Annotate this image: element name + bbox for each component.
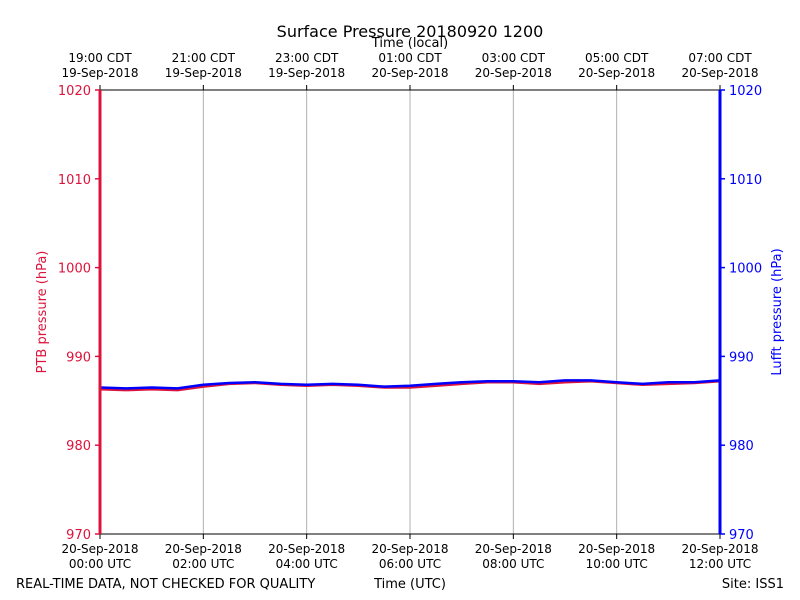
site-label: Site: ISS1 (722, 577, 784, 592)
left-y-tick-label: 970 (66, 528, 91, 543)
top-tick-label: 07:00 CDT (688, 51, 752, 65)
right-y-axis-label: Lufft pressure (hPa) (770, 248, 785, 375)
x-axis-label: Time (UTC) (373, 577, 446, 592)
right-y-tick-label: 970 (729, 528, 754, 543)
left-y-axis-label: PTB pressure (hPa) (35, 251, 50, 374)
data-quality-disclaimer: REAL-TIME DATA, NOT CHECKED FOR QUALITY (16, 577, 315, 592)
chart-title: Surface Pressure 20180920 1200 (277, 22, 544, 41)
x-tick-label: 00:00 UTC (69, 557, 131, 571)
right-y-tick-label: 990 (729, 350, 754, 365)
right-y-tick-label: 1000 (729, 262, 762, 277)
x-tick-label: 08:00 UTC (482, 557, 544, 571)
top-tick-label: 20-Sep-2018 (681, 66, 758, 80)
x-tick-label: 20-Sep-2018 (475, 542, 552, 556)
x-tick-label: 04:00 UTC (276, 557, 338, 571)
x-tick-label: 06:00 UTC (379, 557, 441, 571)
top-axis-label: Time (local) (371, 36, 448, 51)
right-y-tick-label: 1010 (729, 173, 762, 188)
x-tick-label: 20-Sep-2018 (578, 542, 655, 556)
top-tick-label: 19-Sep-2018 (165, 66, 242, 80)
lufft-pressure-line (98, 379, 722, 390)
grid-lines (202, 90, 618, 534)
series-layer (98, 379, 722, 392)
top-tick-label: 20-Sep-2018 (578, 66, 655, 80)
x-tick-label: 20-Sep-2018 (165, 542, 242, 556)
top-tick-label: 19-Sep-2018 (268, 66, 345, 80)
top-tick-label: 05:00 CDT (585, 51, 649, 65)
x-tick-label: 20-Sep-2018 (268, 542, 345, 556)
left-y-tick-label: 1010 (58, 173, 91, 188)
left-y-tick-label: 1000 (58, 262, 91, 277)
right-y-tick-label: 1020 (729, 84, 762, 99)
x-tick-label: 12:00 UTC (689, 557, 751, 571)
x-tick-label: 20-Sep-2018 (371, 542, 448, 556)
left-y-tick-label: 1020 (58, 84, 91, 99)
right-y-tick-label: 980 (729, 439, 754, 454)
x-tick-label: 20-Sep-2018 (681, 542, 758, 556)
x-tick-label: 02:00 UTC (172, 557, 234, 571)
top-tick-label: 21:00 CDT (172, 51, 236, 65)
top-tick-label: 20-Sep-2018 (371, 66, 448, 80)
top-tick-label: 03:00 CDT (482, 51, 546, 65)
left-y-tick-label: 990 (66, 350, 91, 365)
top-tick-label: 19:00 CDT (68, 51, 132, 65)
top-tick-label: 19-Sep-2018 (61, 66, 138, 80)
top-tick-label: 01:00 CDT (378, 51, 442, 65)
top-tick-label: 23:00 CDT (275, 51, 339, 65)
left-y-tick-label: 980 (66, 439, 91, 454)
x-tick-label: 10:00 UTC (586, 557, 648, 571)
top-tick-label: 20-Sep-2018 (475, 66, 552, 80)
x-tick-label: 20-Sep-2018 (61, 542, 138, 556)
